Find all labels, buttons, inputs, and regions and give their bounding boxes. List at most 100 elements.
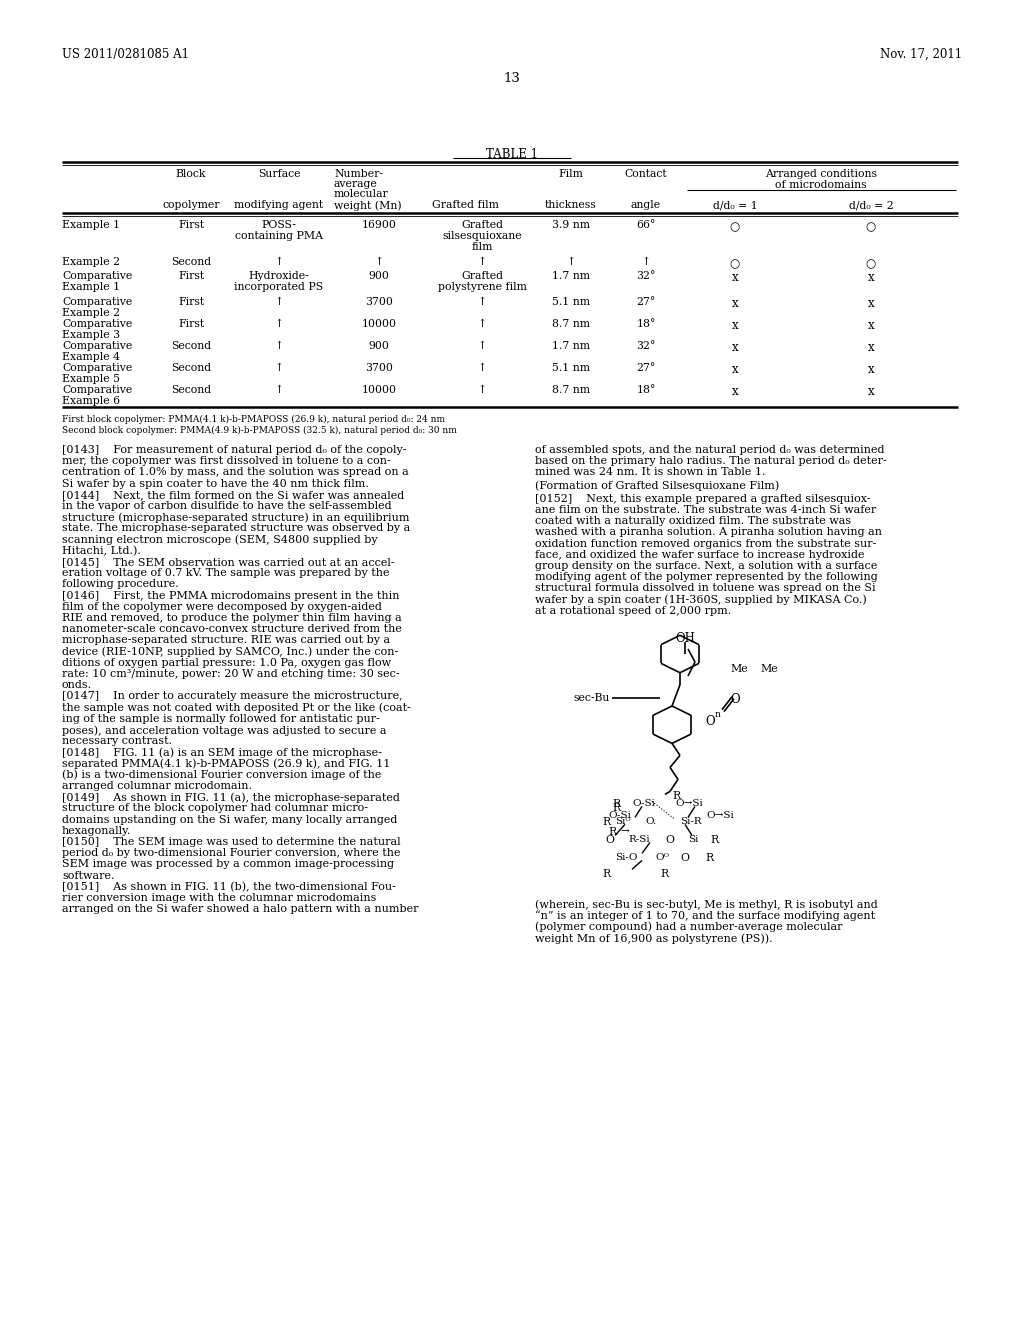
Text: of microdomains: of microdomains <box>775 180 866 190</box>
Text: arranged on the Si wafer showed a halo pattern with a number: arranged on the Si wafer showed a halo p… <box>62 904 419 915</box>
Text: ↑: ↑ <box>477 257 486 267</box>
Text: 32°: 32° <box>636 271 655 281</box>
Text: 27°: 27° <box>636 363 655 374</box>
Text: Second block copolymer: PMMA(4.9 k)-b-PMAPOSS (32.5 k), natural period d₀: 30 nm: Second block copolymer: PMMA(4.9 k)-b-PM… <box>62 426 457 436</box>
Text: x: x <box>732 319 738 333</box>
Text: Siᴼ: Siᴼ <box>615 817 631 826</box>
Text: ↑: ↑ <box>274 363 284 374</box>
Text: R: R <box>705 854 713 863</box>
Text: “n” is an integer of 1 to 70, and the surface modifying agent: “n” is an integer of 1 to 70, and the su… <box>535 911 876 921</box>
Text: arranged columnar microdomain.: arranged columnar microdomain. <box>62 781 252 791</box>
Text: Comparative: Comparative <box>62 385 132 395</box>
Text: mer, the copolymer was first dissolved in toluene to a con-: mer, the copolymer was first dissolved i… <box>62 457 391 466</box>
Text: ↑: ↑ <box>477 297 486 308</box>
Text: silsesquioxane: silsesquioxane <box>442 231 522 242</box>
Text: R: R <box>710 836 718 845</box>
Text: mined was 24 nm. It is shown in Table 1.: mined was 24 nm. It is shown in Table 1. <box>535 467 766 478</box>
Text: coated with a naturally oxidized film. The substrate was: coated with a naturally oxidized film. T… <box>535 516 851 527</box>
Text: structural formula dissolved in toluene was spread on the Si: structural formula dissolved in toluene … <box>535 583 876 594</box>
Text: modifying agent of the polymer represented by the following: modifying agent of the polymer represent… <box>535 572 878 582</box>
Text: Example 1: Example 1 <box>62 220 120 230</box>
Text: 3700: 3700 <box>366 363 393 374</box>
Text: x: x <box>732 341 738 354</box>
Text: x: x <box>732 363 738 376</box>
Text: hexagonally.: hexagonally. <box>62 826 131 836</box>
Text: ane film on the substrate. The substrate was 4-inch Si wafer: ane film on the substrate. The substrate… <box>535 506 877 515</box>
Text: Comparative: Comparative <box>62 271 132 281</box>
Text: Example 2: Example 2 <box>62 308 120 318</box>
Text: 10000: 10000 <box>361 385 396 395</box>
Text: ↑: ↑ <box>477 385 486 395</box>
Text: [0151]    As shown in FIG. 11 (b), the two-dimensional Fou-: [0151] As shown in FIG. 11 (b), the two-… <box>62 882 396 892</box>
Text: Example 1: Example 1 <box>62 282 120 292</box>
Text: ↑: ↑ <box>477 363 486 374</box>
Text: 66°: 66° <box>636 220 655 230</box>
Text: x: x <box>867 341 874 354</box>
Text: First: First <box>178 297 204 308</box>
Text: Second: Second <box>171 363 211 374</box>
Text: Nov. 17, 2011: Nov. 17, 2011 <box>880 48 962 61</box>
Text: First: First <box>178 271 204 281</box>
Text: R: R <box>612 804 621 813</box>
Text: R: R <box>608 828 616 837</box>
Text: ing of the sample is normally followed for antistatic pur-: ing of the sample is normally followed f… <box>62 714 380 723</box>
Text: O: O <box>706 714 715 727</box>
Text: Oᴼ: Oᴼ <box>655 854 669 862</box>
Text: RIE and removed, to produce the polymer thin film having a: RIE and removed, to produce the polymer … <box>62 612 401 623</box>
Text: n: n <box>715 710 721 718</box>
Text: Arranged conditions: Arranged conditions <box>765 169 877 180</box>
Text: based on the primary halo radius. The natural period d₀ deter-: based on the primary halo radius. The na… <box>535 457 887 466</box>
Text: structure (microphase-separated structure) in an equilibrium: structure (microphase-separated structur… <box>62 512 410 523</box>
Text: x: x <box>732 271 738 284</box>
Text: R: R <box>672 792 680 801</box>
Text: O: O <box>730 693 739 706</box>
Text: angle: angle <box>631 201 662 210</box>
Text: rier conversion image with the columnar microdomains: rier conversion image with the columnar … <box>62 894 377 903</box>
Text: 32°: 32° <box>636 341 655 351</box>
Text: x: x <box>732 297 738 310</box>
Text: 900: 900 <box>369 271 389 281</box>
Text: Surface: Surface <box>258 169 300 180</box>
Text: Example 4: Example 4 <box>62 352 120 362</box>
Text: Comparative: Comparative <box>62 319 132 329</box>
Text: ↑: ↑ <box>274 257 284 267</box>
Text: modifying agent: modifying agent <box>234 201 324 210</box>
Text: d/d₀ = 1: d/d₀ = 1 <box>713 201 758 210</box>
Text: 16900: 16900 <box>361 220 396 230</box>
Text: copolymer: copolymer <box>162 201 220 210</box>
Text: Si: Si <box>688 836 698 845</box>
Text: (b) is a two-dimensional Fourier conversion image of the: (b) is a two-dimensional Fourier convers… <box>62 770 381 780</box>
Text: 8.7 nm: 8.7 nm <box>552 385 590 395</box>
Text: d/d₀ = 2: d/d₀ = 2 <box>849 201 893 210</box>
Text: incorporated PS: incorporated PS <box>234 282 324 292</box>
Text: Grafted: Grafted <box>461 220 503 230</box>
Text: of assembled spots, and the natural period d₀ was determined: of assembled spots, and the natural peri… <box>535 445 885 455</box>
Text: sec-Bu: sec-Bu <box>573 693 610 702</box>
Text: 3.9 nm: 3.9 nm <box>552 220 590 230</box>
Text: at a rotational speed of 2,000 rpm.: at a rotational speed of 2,000 rpm. <box>535 606 731 616</box>
Text: Example 2: Example 2 <box>62 257 120 267</box>
Text: x: x <box>867 363 874 376</box>
Text: [0150]    The SEM image was used to determine the natural: [0150] The SEM image was used to determi… <box>62 837 400 847</box>
Text: 27°: 27° <box>636 297 655 308</box>
Text: Second: Second <box>171 341 211 351</box>
Text: containing PMA: containing PMA <box>234 231 323 242</box>
Text: following procedure.: following procedure. <box>62 579 179 590</box>
Text: ○: ○ <box>730 257 740 271</box>
Text: in the vapor of carbon disulfide to have the self-assembled: in the vapor of carbon disulfide to have… <box>62 502 391 511</box>
Text: x: x <box>867 385 874 399</box>
Text: the sample was not coated with deposited Pt or the like (coat-: the sample was not coated with deposited… <box>62 702 411 713</box>
Text: →: → <box>620 828 629 837</box>
Text: O-Si: O-Si <box>608 812 632 821</box>
Text: necessary contrast.: necessary contrast. <box>62 737 172 746</box>
Text: Comparative: Comparative <box>62 341 132 351</box>
Text: O: O <box>680 854 689 863</box>
Text: ○: ○ <box>730 220 740 234</box>
Text: structure of the block copolymer had columnar micro-: structure of the block copolymer had col… <box>62 804 368 813</box>
Text: R: R <box>602 870 610 879</box>
Text: (Formation of Grafted Silsesquioxane Film): (Formation of Grafted Silsesquioxane Fil… <box>535 480 779 491</box>
Text: Number-: Number- <box>334 169 383 180</box>
Text: 5.1 nm: 5.1 nm <box>552 363 590 374</box>
Text: onds.: onds. <box>62 680 92 690</box>
Text: O→Si: O→Si <box>675 800 702 808</box>
